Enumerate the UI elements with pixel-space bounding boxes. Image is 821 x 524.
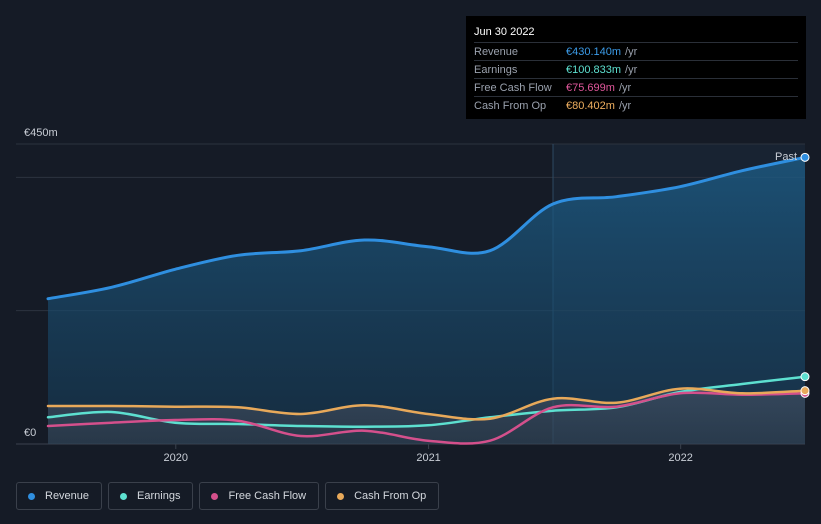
legend-item-earnings[interactable]: Earnings: [108, 482, 194, 510]
series-end-point-cash-from-op: [800, 386, 810, 396]
tooltip-unit: /yr: [618, 99, 632, 112]
legend-dot-icon: [120, 492, 128, 500]
tooltip-date: Jun 30 2022: [474, 26, 535, 38]
tooltip: Jun 30 2022 Revenue €430.140m /yr Earnin…: [466, 16, 806, 119]
series-area-cash-from-op: [48, 388, 805, 444]
tooltip-value: €80.402m: [566, 99, 615, 112]
legend-item-revenue[interactable]: Revenue: [16, 482, 103, 510]
y-tick-label-top: €450m: [24, 127, 58, 139]
tooltip-value: €75.699m: [566, 81, 615, 94]
series-area-revenue: [48, 157, 805, 445]
legend-label: Free Cash Flow: [228, 490, 307, 502]
series-end-point-revenue: [800, 152, 810, 162]
series-line-cash-from-op: [46, 387, 807, 421]
x-tick-label: 2022: [668, 452, 692, 464]
legend: Revenue Earnings Free Cash Flow Cash Fro…: [16, 482, 445, 510]
tooltip-row-free-cash-flow: Free Cash Flow €75.699m /yr: [474, 78, 798, 96]
tooltip-label: Free Cash Flow: [474, 81, 552, 94]
tooltip-value: €430.140m: [566, 45, 622, 58]
tooltip-unit: /yr: [625, 45, 638, 58]
legend-label: Revenue: [45, 490, 90, 502]
tooltip-value: €100.833m: [566, 63, 622, 76]
x-tick-label: 2020: [164, 452, 188, 464]
tooltip-label: Earnings: [474, 63, 518, 76]
tooltip-row-cash-from-op: Cash From Op €80.402m /yr: [474, 96, 798, 114]
series-line-free-cash-flow: [46, 391, 807, 445]
tooltip-label: Revenue: [474, 45, 519, 58]
tooltip-label: Cash From Op: [474, 99, 547, 112]
series-end-point-earnings: [800, 372, 810, 382]
legend-dot-icon: [337, 492, 345, 500]
tooltip-unit: /yr: [618, 81, 632, 94]
x-tick-label: 2021: [416, 452, 440, 464]
legend-label: Cash From Op: [354, 490, 427, 502]
legend-label: Earnings: [137, 490, 181, 502]
legend-item-free-cash-flow[interactable]: Free Cash Flow: [199, 482, 320, 510]
series-line-earnings: [46, 375, 807, 428]
legend-dot-icon: [211, 492, 219, 500]
tooltip-row-revenue: Revenue €430.140m /yr: [474, 42, 798, 60]
legend-dot-icon: [28, 492, 35, 500]
tooltip-row-earnings: Earnings €100.833m /yr: [474, 60, 798, 78]
y-tick-label-zero: €0: [24, 427, 36, 439]
tooltip-unit: /yr: [625, 63, 638, 76]
legend-item-cash-from-op[interactable]: Cash From Op: [325, 482, 440, 510]
past-label: Past: [775, 151, 797, 163]
series-line-revenue: [46, 155, 807, 301]
